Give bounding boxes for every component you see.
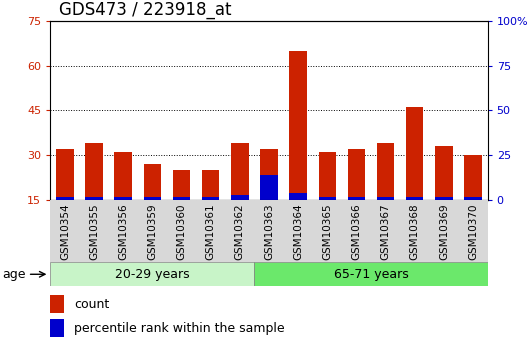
Text: GSM10361: GSM10361: [206, 203, 216, 260]
Bar: [56, 149, 74, 200]
Bar: [231, 195, 249, 200]
Text: GSM10363: GSM10363: [264, 203, 274, 260]
Bar: [50, 200, 80, 262]
Bar: [319, 197, 336, 200]
Bar: [377, 143, 394, 200]
Bar: [348, 149, 365, 200]
Text: 20-29 years: 20-29 years: [115, 268, 190, 281]
Bar: [429, 200, 458, 262]
Bar: [289, 193, 307, 200]
Bar: [406, 197, 423, 200]
Bar: [114, 197, 132, 200]
Bar: [114, 152, 132, 200]
Bar: [260, 149, 278, 200]
Bar: [85, 143, 103, 200]
Bar: [50, 262, 254, 286]
Text: GSM10356: GSM10356: [118, 203, 128, 260]
Bar: [225, 200, 254, 262]
Bar: [254, 262, 488, 286]
Bar: [202, 197, 219, 200]
Bar: [202, 170, 219, 200]
Bar: [377, 197, 394, 200]
Bar: [260, 175, 278, 200]
Text: age: age: [3, 268, 26, 281]
Bar: [348, 197, 365, 200]
Bar: [56, 197, 74, 200]
Bar: [464, 197, 482, 200]
Bar: [173, 170, 190, 200]
Text: GSM10359: GSM10359: [147, 203, 157, 260]
Bar: [371, 200, 400, 262]
Text: GSM10369: GSM10369: [439, 203, 449, 260]
Bar: [109, 200, 138, 262]
Bar: [406, 107, 423, 200]
Text: percentile rank within the sample: percentile rank within the sample: [74, 322, 285, 335]
Bar: [464, 155, 482, 200]
Bar: [319, 152, 336, 200]
Bar: [435, 197, 453, 200]
Bar: [196, 200, 225, 262]
Bar: [313, 200, 342, 262]
Bar: [458, 200, 488, 262]
Text: GSM10370: GSM10370: [468, 203, 478, 260]
Bar: [80, 200, 109, 262]
Bar: [231, 143, 249, 200]
Text: GSM10360: GSM10360: [176, 203, 187, 260]
Bar: [85, 197, 103, 200]
Text: GSM10354: GSM10354: [60, 203, 70, 260]
Text: GDS473 / 223918_at: GDS473 / 223918_at: [59, 1, 232, 19]
Text: GSM10368: GSM10368: [410, 203, 420, 260]
Bar: [50, 295, 64, 313]
Bar: [254, 200, 284, 262]
Bar: [144, 197, 161, 200]
Bar: [50, 319, 64, 337]
Text: GSM10355: GSM10355: [89, 203, 99, 260]
Text: GSM10365: GSM10365: [322, 203, 332, 260]
Bar: [289, 51, 307, 200]
Text: GSM10367: GSM10367: [381, 203, 391, 260]
Text: count: count: [74, 298, 110, 311]
Bar: [284, 200, 313, 262]
Bar: [173, 197, 190, 200]
Text: 65-71 years: 65-71 years: [333, 268, 409, 281]
Text: GSM10364: GSM10364: [293, 203, 303, 260]
Text: GSM10366: GSM10366: [351, 203, 361, 260]
Bar: [138, 200, 167, 262]
Bar: [435, 146, 453, 200]
Text: GSM10362: GSM10362: [235, 203, 245, 260]
Bar: [400, 200, 429, 262]
Bar: [144, 164, 161, 200]
Bar: [342, 200, 371, 262]
Bar: [167, 200, 196, 262]
